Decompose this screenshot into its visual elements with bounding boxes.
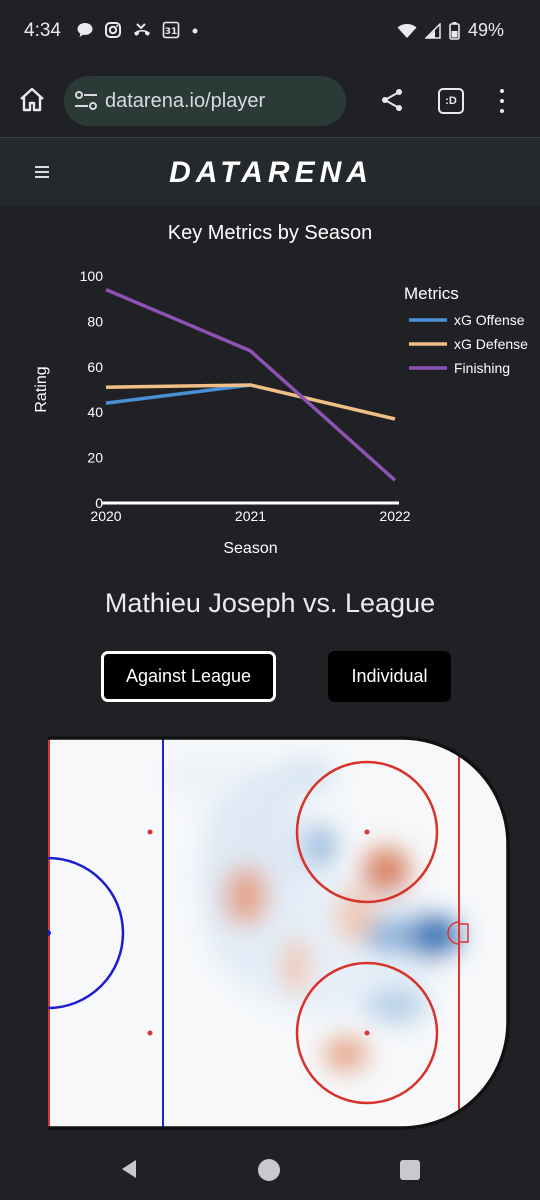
dot-icon xyxy=(192,28,198,34)
y-tick-label: 40 xyxy=(87,404,103,420)
heatmap-layer xyxy=(166,754,461,1072)
url-text[interactable]: datarena.io/player xyxy=(105,90,266,112)
home-icon[interactable] xyxy=(18,86,46,114)
series-line-finishing xyxy=(105,288,397,482)
individual-button[interactable]: Individual xyxy=(328,651,451,702)
legend-entry: Finishing xyxy=(454,360,510,376)
x-tick-label: 2022 xyxy=(379,508,410,524)
status-time: 4:34 xyxy=(24,20,61,41)
missed-call-icon xyxy=(134,23,150,36)
y-axis-label: Rating xyxy=(33,366,50,412)
status-bar: 4:34 31 49% xyxy=(0,0,540,64)
wifi-icon xyxy=(397,23,417,38)
browser-toolbar: datarena.io/player :D xyxy=(0,64,540,138)
chat-bubble-icon xyxy=(77,23,93,37)
calendar-icon: 31 xyxy=(162,21,180,39)
recents-icon[interactable] xyxy=(400,1160,420,1180)
center-circle xyxy=(48,856,125,1010)
system-status: 49% xyxy=(397,20,504,41)
address-bar[interactable]: datarena.io/player xyxy=(64,76,346,126)
player-heading: Mathieu Joseph vs. League xyxy=(104,588,436,618)
legend-entry: xG Offense xyxy=(454,312,525,328)
y-tick-label: 80 xyxy=(87,313,103,329)
y-tick-label: 0 xyxy=(95,495,103,511)
back-icon[interactable] xyxy=(118,1158,140,1180)
faceoff-circle-top xyxy=(295,760,439,904)
x-axis-label: Season xyxy=(223,540,277,557)
system-nav-bar xyxy=(0,1138,540,1200)
y-tick-label: 60 xyxy=(87,359,103,375)
faceoff-circle-bottom xyxy=(295,961,439,1105)
site-logo[interactable]: DATARENA xyxy=(169,156,373,189)
series-line-xg-offense xyxy=(105,383,251,405)
against-league-button[interactable]: Against League xyxy=(101,651,276,702)
instagram-icon xyxy=(105,22,121,38)
site-settings-icon[interactable] xyxy=(74,90,98,112)
goal-net xyxy=(458,923,469,943)
legend-title: Metrics xyxy=(404,284,459,303)
site-header: DATARENA xyxy=(0,138,540,206)
cell-signal-icon xyxy=(424,22,441,39)
more-menu-icon[interactable] xyxy=(497,89,507,115)
series-line-xg-defense xyxy=(105,383,396,421)
goal-crease xyxy=(447,921,460,945)
rink-boards xyxy=(48,736,510,1130)
battery-percent: 49% xyxy=(467,20,504,40)
rink-heatmap xyxy=(48,736,510,1130)
key-metrics-chart: 0 20 40 60 80 100 2020 2021 2022 Season Rating Metr… xyxy=(0,210,540,570)
x-tick-label: 2020 xyxy=(90,508,121,524)
x-tick-label: 2021 xyxy=(235,508,266,524)
battery-icon xyxy=(449,21,460,40)
legend-entry: xG Defense xyxy=(454,336,528,352)
y-tick-label: 100 xyxy=(80,268,104,284)
chart-title: Key Metrics by Season xyxy=(167,222,373,244)
calendar-day: 31 xyxy=(165,27,178,37)
chart-canvas: 0 20 40 60 80 100 2020 2021 2022 Season Rating Metr… xyxy=(33,268,528,557)
home-circle-icon[interactable] xyxy=(257,1158,281,1182)
share-icon[interactable] xyxy=(380,88,404,112)
tab-switcher-button[interactable]: :D xyxy=(438,88,464,114)
y-tick-label: 20 xyxy=(87,450,103,466)
notification-icons: 31 xyxy=(76,21,200,39)
hamburger-menu-icon[interactable] xyxy=(35,166,49,178)
